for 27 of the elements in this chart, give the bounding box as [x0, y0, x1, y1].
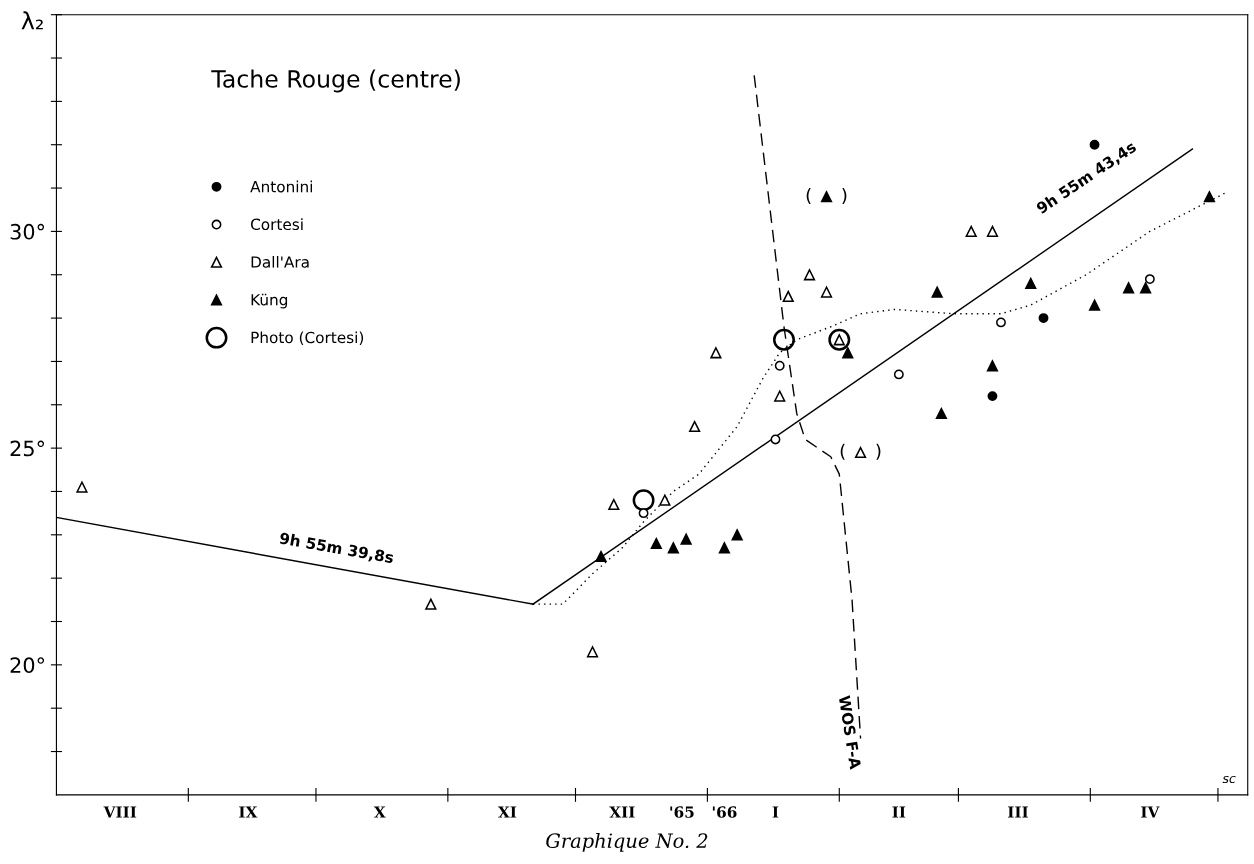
- annotation: ( ): [806, 188, 847, 205]
- x-tick-label: X: [373, 806, 386, 818]
- legend-label: Dall'Ara: [251, 255, 309, 268]
- annotation: sc: [1222, 775, 1236, 784]
- x-tick-label: XI: [498, 806, 517, 818]
- text: Graphique No. 2: [546, 832, 708, 852]
- x-tick-label: III: [1007, 806, 1028, 818]
- legend-label: Cortesi: [250, 218, 303, 231]
- legend-label: Küng: [251, 293, 288, 309]
- y-tick-label: 20°: [10, 657, 45, 674]
- annotation: WOS F-A: [838, 695, 862, 770]
- x-tick-label: '66: [712, 806, 737, 818]
- x-tick-label: XII: [609, 806, 635, 818]
- x-tick-label: I: [772, 806, 779, 818]
- annotation: ( ): [840, 443, 881, 460]
- legend-label: Antonini: [250, 180, 313, 193]
- annotation: 9h 55m 39,8s: [278, 531, 395, 566]
- text: Tache Rouge (centre): [211, 69, 460, 93]
- y-axis-title: λ₂: [21, 11, 43, 30]
- legend-label: Photo (Cortesi): [251, 331, 364, 346]
- x-tick-label: VIII: [103, 806, 137, 818]
- x-tick-label: IX: [239, 806, 258, 818]
- x-tick-label: '65: [670, 806, 694, 818]
- y-tick-label: 25°: [10, 440, 45, 457]
- x-tick-label: IV: [1141, 806, 1160, 818]
- x-tick-label: II: [892, 806, 906, 818]
- y-tick-label: 30°: [10, 223, 45, 240]
